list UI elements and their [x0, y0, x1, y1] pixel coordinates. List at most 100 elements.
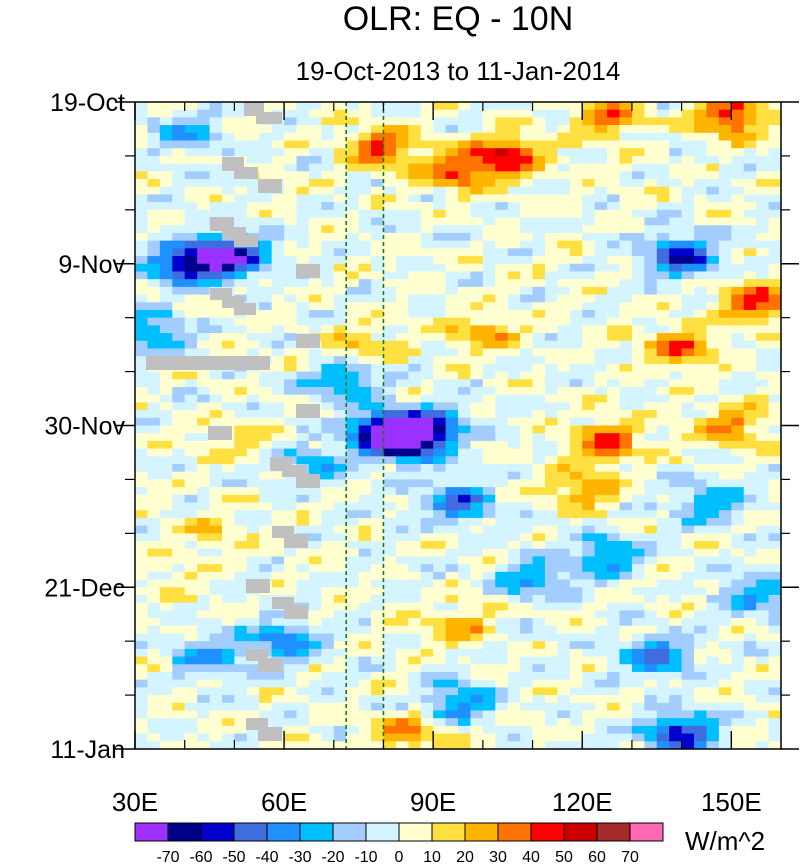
heat-cell	[669, 433, 683, 442]
heat-cell	[408, 356, 422, 365]
heat-cell	[594, 602, 608, 611]
heat-cell	[470, 433, 484, 442]
heat-cell	[259, 102, 273, 111]
heat-cell	[209, 679, 223, 688]
heat-cell	[706, 256, 720, 265]
heat-cell	[495, 618, 509, 627]
heat-cell	[346, 602, 360, 611]
heat-cell	[246, 140, 260, 149]
heat-cell	[147, 718, 161, 727]
heat-cell	[458, 448, 472, 457]
heat-cell	[607, 279, 621, 288]
heat-cell	[333, 194, 347, 203]
heat-cell	[321, 448, 335, 457]
heat-cell	[271, 679, 285, 688]
heat-cell	[296, 248, 310, 257]
heat-cell	[371, 733, 385, 742]
heat-cell	[681, 240, 695, 249]
heat-cell	[159, 417, 173, 427]
heat-cell	[221, 379, 235, 388]
heat-cell	[172, 286, 186, 296]
heat-cell	[482, 571, 496, 581]
heat-cell	[433, 517, 447, 527]
heat-cell	[184, 594, 198, 604]
heat-cell	[544, 464, 558, 473]
heat-cell	[420, 132, 434, 142]
heat-cell	[433, 548, 447, 558]
heat-cell	[395, 140, 409, 149]
heat-cell	[184, 209, 198, 219]
heat-cell	[669, 356, 683, 365]
heat-cell	[172, 386, 186, 396]
heat-cell	[482, 309, 496, 319]
heat-cell	[358, 125, 372, 134]
heat-cell	[284, 232, 298, 242]
heat-cell	[731, 410, 745, 419]
heat-cell	[669, 594, 683, 604]
heat-cell	[520, 533, 534, 542]
heat-cell	[582, 179, 596, 188]
heat-cell	[221, 618, 235, 627]
heat-cell	[296, 109, 310, 118]
heat-cell	[544, 217, 558, 226]
heat-cell	[669, 494, 683, 504]
heat-cell	[718, 494, 732, 504]
heat-cell	[532, 610, 546, 619]
heat-cell	[731, 394, 745, 403]
heat-cell	[507, 194, 521, 203]
heat-cell	[333, 371, 347, 380]
heat-cell	[296, 202, 310, 211]
heat-cell	[669, 548, 683, 558]
heat-cell	[383, 517, 397, 527]
heat-cell	[594, 271, 608, 280]
heat-cell	[544, 171, 558, 180]
heat-cell	[582, 733, 596, 742]
heat-cell	[631, 171, 645, 180]
heat-cell	[482, 225, 496, 234]
heat-cell	[271, 371, 285, 380]
heat-cell	[420, 140, 434, 149]
heat-cell	[607, 664, 621, 673]
heat-cell	[209, 148, 223, 157]
heat-cell	[147, 710, 161, 719]
heat-cell	[631, 541, 645, 550]
heat-cell	[507, 456, 521, 465]
heat-cell	[159, 240, 173, 249]
heat-cell	[470, 232, 484, 242]
heat-cell	[395, 240, 409, 249]
heat-cell	[395, 302, 409, 311]
heat-cell	[209, 271, 223, 280]
heat-cell	[147, 225, 161, 234]
heat-cell	[557, 487, 571, 496]
heat-cell	[731, 741, 745, 749]
heat-cell	[768, 648, 781, 658]
heat-cell	[271, 425, 285, 434]
heat-cell	[197, 333, 211, 342]
heat-cell	[631, 379, 645, 388]
heat-cell	[731, 125, 745, 134]
heat-cell	[284, 433, 298, 442]
heat-cell	[706, 548, 720, 558]
heat-cell	[718, 263, 732, 273]
heat-cell	[358, 671, 372, 681]
heat-cell	[433, 633, 447, 642]
heat-cell	[718, 425, 732, 434]
heat-cell	[420, 232, 434, 242]
heat-cell	[470, 541, 484, 550]
heat-cell	[644, 633, 658, 642]
heat-cell	[321, 502, 335, 511]
heat-cell	[271, 294, 285, 303]
heat-cell	[594, 286, 608, 296]
heat-cell	[694, 248, 708, 257]
heat-cell	[246, 425, 260, 434]
heat-cell	[594, 179, 608, 188]
heat-cell	[259, 163, 273, 172]
heat-cell	[420, 425, 434, 434]
heat-cell	[694, 494, 708, 504]
heat-cell	[333, 641, 347, 650]
heat-cell	[209, 132, 223, 142]
heat-cell	[731, 633, 745, 642]
heat-cell	[221, 317, 235, 326]
heat-cell	[308, 132, 322, 142]
x-tick-label: 150E	[701, 787, 762, 817]
